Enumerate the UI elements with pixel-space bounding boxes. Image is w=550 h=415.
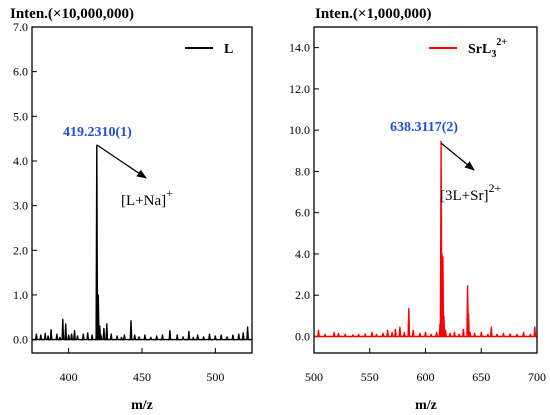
right-x-tick-label: 650 [472, 370, 490, 384]
right-x-tick-label: 600 [417, 370, 435, 384]
right-y-tick-label: 2.0 [295, 288, 310, 302]
right-plot-frame [313, 26, 538, 354]
right-x-tick-label: 700 [528, 370, 546, 384]
right-legend-label: SrL32+ [468, 37, 507, 60]
left-series-lines [32, 144, 252, 341]
left-legend-label: L [224, 42, 233, 57]
right-x-tick-label: 500 [305, 370, 323, 384]
left-x-tick-label: 450 [133, 370, 151, 384]
right-chart: Inten.(×1,000,000) 0.0 2.0 4.0 6.0 8.0 10.0 12… [289, 6, 546, 413]
right-x-axis: 500 550 600 650 700 [305, 348, 546, 384]
right-ion-annotation: [3L+Sr]2+ [440, 181, 501, 204]
left-y-tick-label: 6.0 [13, 65, 28, 79]
right-x-axis-label: m/z [415, 398, 437, 413]
right-y-tick-label: 6.0 [295, 206, 310, 220]
left-x-tick-label: 500 [206, 370, 224, 384]
left-y-tick-label: 4.0 [13, 154, 28, 168]
right-series-lines [314, 140, 537, 338]
left-peak-arrow [96, 144, 147, 179]
right-legend: SrL32+ [429, 37, 507, 60]
left-x-axis: 400 450 500 [60, 348, 224, 384]
right-y-tick-label: 4.0 [295, 247, 310, 261]
right-y-tick-label: 10.0 [289, 123, 310, 137]
right-chart-title: Inten.(×1,000,000) [315, 6, 431, 22]
right-y-tick-label: 8.0 [295, 164, 310, 178]
right-legend-text: SrL [468, 42, 491, 57]
left-spectrum-line [32, 144, 252, 341]
left-ion-charge: + [166, 186, 173, 200]
right-y-tick-label: 12.0 [289, 82, 310, 96]
left-legend: L [185, 42, 233, 57]
left-ion-formula: [L+Na] [121, 193, 166, 209]
right-ion-charge: 2+ [488, 181, 501, 195]
right-legend-superscript: 2+ [496, 37, 507, 48]
left-x-axis-label: m/z [131, 398, 153, 413]
left-y-tick-label: 2.0 [13, 243, 28, 257]
left-peak-label: 419.2310(1) [63, 125, 132, 140]
right-spectrum-line [314, 140, 537, 338]
left-chart-title: Inten.(×10,000,000) [10, 6, 134, 22]
left-y-axis: 0.0 1.0 2.0 3.0 4.0 5.0 6.0 7.0 [13, 20, 252, 347]
right-legend-subscript: 3 [491, 49, 496, 60]
left-chart: Inten.(×10,000,000) 0.0 1.0 2.0 3.0 4.0 5.0 6.… [10, 6, 253, 413]
left-y-tick-label: 7.0 [13, 20, 28, 34]
right-x-tick-label: 550 [361, 370, 379, 384]
left-y-tick-label: 0.0 [13, 333, 28, 347]
left-ion-annotation: [L+Na]+ [121, 186, 173, 209]
right-y-tick-label: 14.0 [289, 41, 310, 55]
left-y-tick-label: 5.0 [13, 109, 28, 123]
left-plot-frame [31, 26, 253, 354]
left-y-tick-label: 1.0 [13, 288, 28, 302]
right-y-tick-label: 0.0 [295, 329, 310, 343]
left-x-tick-label: 400 [60, 370, 78, 384]
left-y-tick-label: 3.0 [13, 199, 28, 213]
right-peak-label: 638.3117(2) [390, 120, 458, 135]
right-ion-formula: [3L+Sr] [440, 188, 488, 204]
right-peak-arrow [440, 142, 475, 171]
